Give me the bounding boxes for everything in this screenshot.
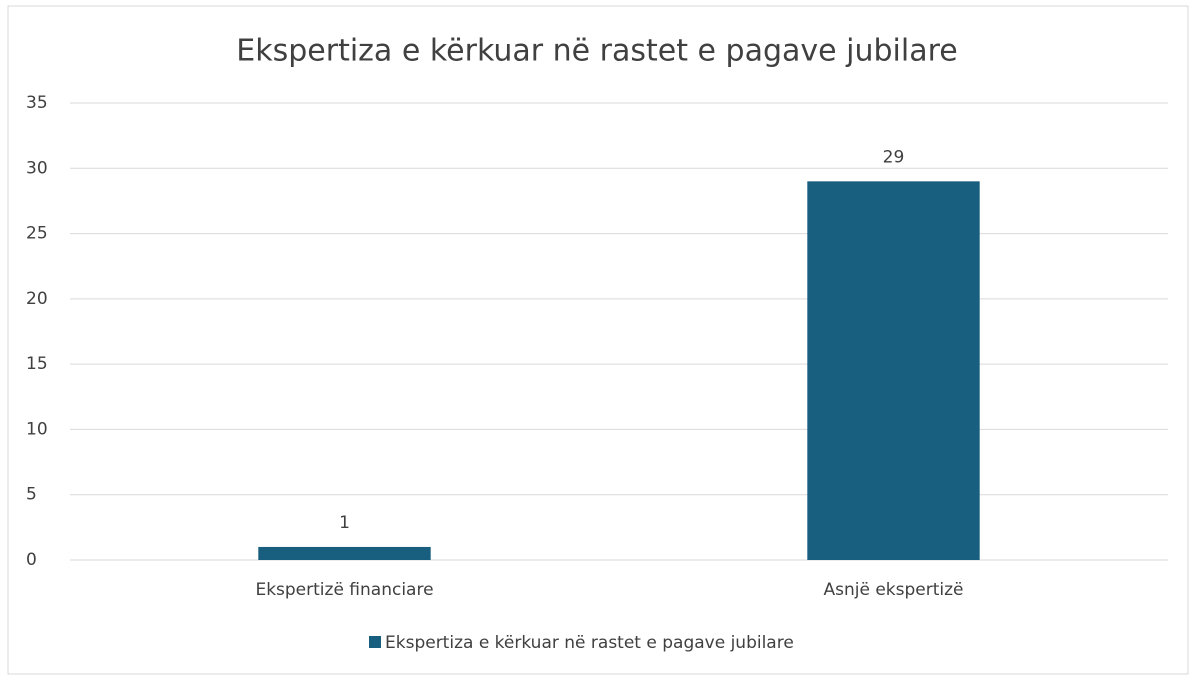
y-tick-label: 25 xyxy=(26,224,48,244)
data-label: 29 xyxy=(883,147,905,167)
y-tick-label: 15 xyxy=(26,354,48,374)
chart-frame xyxy=(7,5,1189,675)
chart-title: Ekspertiza e kërkuar në rastet e pagave … xyxy=(236,34,957,69)
y-tick-label: 20 xyxy=(26,289,48,309)
y-tick-label: 5 xyxy=(26,485,37,505)
legend-label: Ekspertiza e kërkuar në rastet e pagave … xyxy=(385,633,794,653)
y-tick-label: 35 xyxy=(26,93,48,113)
legend-swatch xyxy=(369,636,381,648)
x-tick-label: Ekspertizë financiare xyxy=(255,580,433,600)
y-tick-label: 30 xyxy=(26,158,48,178)
bar xyxy=(258,546,431,560)
y-tick-label: 10 xyxy=(26,419,48,439)
y-tick-label: 0 xyxy=(26,550,37,570)
data-label: 1 xyxy=(339,513,350,533)
x-tick-label: Asnjë ekspertizë xyxy=(823,580,963,600)
bar xyxy=(807,181,980,561)
